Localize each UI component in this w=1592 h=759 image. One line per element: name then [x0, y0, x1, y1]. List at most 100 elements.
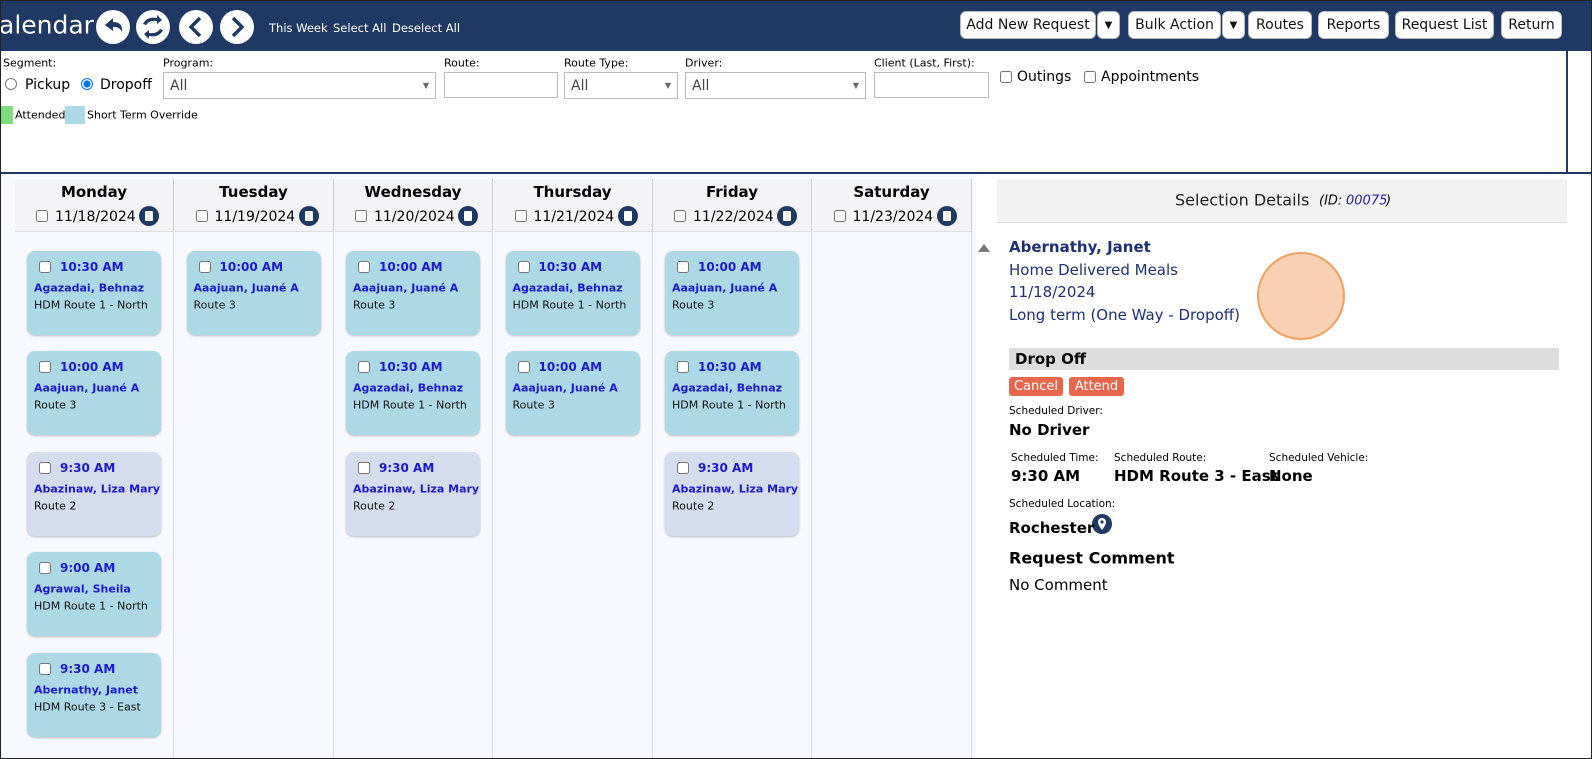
next-icon[interactable]	[220, 10, 254, 44]
details-client: Abernathy, Janet	[1009, 238, 1151, 256]
calendar-area	[1, 174, 976, 758]
day-date: 11/23/2024	[852, 209, 934, 225]
request-client: Abernathy, Janet	[34, 683, 139, 697]
select[interactable]: All ▼	[685, 72, 866, 99]
checkbox[interactable]	[674, 210, 686, 222]
checkbox[interactable]	[39, 261, 51, 273]
refresh-icon[interactable]	[136, 10, 170, 44]
request-time: 9:30 AM	[60, 460, 116, 475]
action-button[interactable]: Cancel	[1009, 377, 1063, 396]
checkbox[interactable]	[517, 261, 530, 273]
field-label: Scheduled Time:	[1011, 452, 1099, 464]
details-header	[997, 179, 1567, 223]
text-input[interactable]	[444, 72, 558, 98]
request-route: Route 3	[193, 298, 236, 312]
checkbox[interactable]	[358, 361, 370, 374]
checkbox[interactable]	[833, 210, 846, 222]
day-date: 11/21/2024	[533, 209, 615, 225]
legend-label: Short Term Override	[87, 108, 198, 122]
header-button[interactable]: Return	[1501, 11, 1562, 39]
collapse-arrow[interactable]	[977, 242, 991, 254]
location-pin[interactable]	[1091, 513, 1113, 537]
filter-label: Driver:	[685, 56, 723, 70]
checkbox[interactable]	[517, 361, 530, 374]
header-button[interactable]: Bulk Action	[1128, 11, 1221, 39]
radio[interactable]	[81, 78, 93, 90]
checkbox[interactable]	[39, 361, 51, 374]
filter-label: Program:	[163, 56, 214, 70]
checkbox[interactable]	[1000, 71, 1012, 83]
request-client: Aaajuan, Juané A	[672, 281, 778, 295]
checkbox[interactable]	[355, 210, 367, 222]
print-icon[interactable]	[617, 206, 638, 226]
checkbox[interactable]	[677, 261, 689, 273]
dropdown-toggle[interactable]: ▼	[1097, 11, 1120, 39]
day-name: Monday	[60, 183, 128, 201]
checkbox[interactable]	[1084, 71, 1096, 83]
checkbox[interactable]	[195, 210, 208, 222]
request-time: 10:00 AM	[538, 360, 603, 375]
details-date: 11/18/2024	[1009, 283, 1096, 301]
checkbox[interactable]	[39, 461, 51, 474]
action-button[interactable]: Attend	[1069, 377, 1124, 396]
day-name: Thursday	[533, 183, 612, 201]
print-icon[interactable]	[139, 206, 159, 226]
header-button[interactable]: Reports	[1318, 11, 1389, 39]
request-time: 10:00 AM	[379, 260, 443, 274]
checkbox-label: Appointments	[1101, 69, 1200, 85]
checkbox[interactable]	[36, 210, 48, 222]
header-button[interactable]: Routes	[1248, 11, 1312, 39]
filter-edge	[1566, 51, 1568, 173]
header-link[interactable]: Deselect All	[392, 21, 461, 35]
select[interactable]: All ▼	[163, 72, 436, 99]
checkbox[interactable]	[198, 261, 211, 273]
request-client: Aaajuan, Juané A	[193, 281, 299, 295]
field-value: None	[1269, 467, 1313, 485]
request-client: Abazinaw, Liza Mary	[672, 482, 799, 496]
text-input[interactable]	[874, 72, 989, 98]
header-link[interactable]: This Week	[269, 21, 328, 35]
checkbox[interactable]	[358, 261, 370, 273]
request-time: 10:30 AM	[379, 360, 443, 375]
day-date: 11/20/2024	[374, 209, 455, 225]
header-button[interactable]: Request List	[1395, 11, 1494, 39]
select[interactable]: All ▼	[564, 72, 678, 99]
header-button[interactable]: Add New Request	[960, 11, 1096, 39]
field-value: 9:30 AM	[1011, 467, 1081, 485]
header-link[interactable]: Select All	[333, 21, 387, 35]
click-indicator	[1257, 252, 1345, 340]
checkbox[interactable]	[358, 461, 370, 474]
day-date: 11/19/2024	[214, 209, 296, 225]
radio[interactable]	[5, 78, 17, 90]
day-date: 11/22/2024	[693, 209, 774, 225]
prev-icon[interactable]	[179, 10, 213, 44]
day-column	[173, 231, 174, 758]
day-column	[970, 231, 972, 758]
details-id: 00075	[1346, 193, 1388, 209]
request-time: 10:30 AM	[60, 260, 124, 274]
request-route: Route 3	[512, 398, 555, 412]
checkbox[interactable]	[39, 662, 51, 675]
checkbox[interactable]	[39, 562, 51, 575]
legend-label: Attended	[15, 108, 66, 122]
print-icon[interactable]	[298, 206, 319, 226]
nav-icons	[96, 10, 254, 44]
checkbox[interactable]	[514, 210, 527, 222]
print-icon[interactable]	[458, 206, 478, 226]
dropdown-toggle[interactable]: ▼	[1222, 11, 1245, 39]
request-client: Agazadai, Behnaz	[34, 281, 145, 295]
request-route: HDM Route 1 - North	[672, 398, 786, 412]
undo-icon[interactable]	[96, 10, 130, 44]
print-icon[interactable]	[936, 206, 957, 226]
request-time: 10:00 AM	[698, 260, 762, 274]
checkbox[interactable]	[677, 461, 689, 474]
request-client: Agazadai, Behnaz	[672, 381, 783, 395]
request-time: 10:00 AM	[219, 260, 284, 274]
day-column	[651, 231, 653, 758]
print-icon[interactable]	[777, 206, 797, 226]
checkbox[interactable]	[677, 361, 689, 374]
day-column	[332, 231, 334, 758]
filter-label: Route Type:	[564, 56, 629, 70]
request-time: 9:30 AM	[379, 460, 435, 475]
select-arrow: ▼	[422, 81, 429, 90]
